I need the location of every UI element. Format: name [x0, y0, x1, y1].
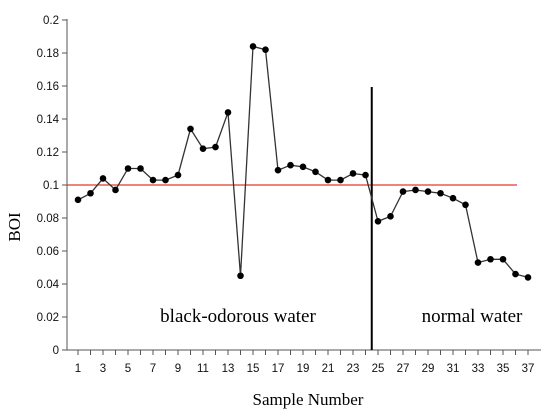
x-tick-label: 7 [150, 363, 156, 375]
ticks: 0 0.02 0.04 0.06 0.08 0.1 0.12 0.14 0.16 0.18 0.2 1… [37, 15, 535, 375]
x-tick-label: 25 [372, 363, 385, 375]
x-tick-label: 3 [100, 363, 106, 375]
data-point [474, 259, 482, 266]
data-point [237, 272, 244, 280]
data-point [524, 274, 532, 281]
data-point [274, 166, 282, 174]
x-tick-label: 31 [447, 363, 460, 375]
x-tick-label: 27 [397, 363, 410, 375]
x-tick-label: 29 [422, 363, 435, 375]
data-point [349, 170, 357, 177]
y-tick-label: 0.12 [37, 147, 59, 159]
data-point [499, 255, 507, 263]
x-tick-label: 37 [522, 363, 535, 375]
series [74, 43, 532, 281]
x-tick-label: 35 [497, 363, 510, 375]
y-tick-label: 0.08 [37, 213, 59, 225]
series-line [77, 45, 529, 279]
y-tick-label: 0.18 [37, 48, 59, 60]
data-point [287, 161, 294, 169]
x-axis-title: Sample Number [253, 390, 364, 409]
data-point [162, 176, 169, 184]
data-point [449, 194, 457, 202]
y-tick-label: 0.16 [37, 81, 59, 93]
data-point [512, 270, 519, 278]
data-point [99, 175, 107, 182]
y-tick-label: 0.02 [37, 312, 59, 324]
region-label-normal: normal water [422, 306, 523, 327]
data-point [424, 188, 432, 195]
reference-lines [67, 87, 517, 350]
region-label-black-odorous: black-odorous water [160, 306, 316, 327]
data-point [462, 201, 469, 209]
data-point [324, 176, 332, 184]
data-point [387, 213, 394, 220]
x-tick-label: 5 [125, 363, 131, 375]
y-tick-label: 0.1 [43, 180, 59, 192]
y-tick-label: 0.14 [37, 114, 60, 126]
x-tick-label: 11 [197, 363, 209, 375]
data-point [124, 165, 132, 172]
x-tick-label: 21 [322, 363, 335, 375]
data-point [137, 165, 144, 172]
x-tick-label: 13 [222, 363, 235, 375]
data-point [299, 163, 307, 171]
data-point [312, 168, 319, 176]
data-point [224, 109, 232, 116]
x-tick-label: 19 [297, 363, 310, 375]
data-point [87, 189, 94, 197]
data-point [249, 43, 257, 50]
data-point [412, 186, 419, 194]
x-tick-label: 9 [175, 363, 181, 375]
data-point [374, 218, 382, 225]
data-point [399, 188, 407, 195]
data-point [437, 189, 444, 197]
y-tick-label: 0.06 [37, 246, 59, 258]
data-point [112, 186, 119, 194]
data-point [362, 171, 369, 179]
data-point [74, 196, 82, 204]
data-point [174, 171, 182, 179]
y-tick-label: 0.2 [43, 15, 59, 27]
data-point [337, 176, 344, 184]
data-point [149, 176, 157, 184]
data-point [187, 125, 194, 133]
y-axis-title: BOI [5, 212, 24, 242]
y-tick-label: 0 [53, 345, 59, 357]
x-tick-label: 17 [272, 363, 285, 375]
x-tick-label: 1 [75, 363, 81, 375]
x-tick-label: 33 [472, 363, 485, 375]
data-point [212, 143, 219, 151]
x-tick-label: 23 [347, 363, 360, 375]
y-tick-label: 0.04 [37, 279, 60, 291]
data-point [262, 46, 269, 53]
data-point [199, 145, 207, 152]
data-point [487, 255, 494, 263]
x-tick-label: 15 [247, 363, 260, 375]
